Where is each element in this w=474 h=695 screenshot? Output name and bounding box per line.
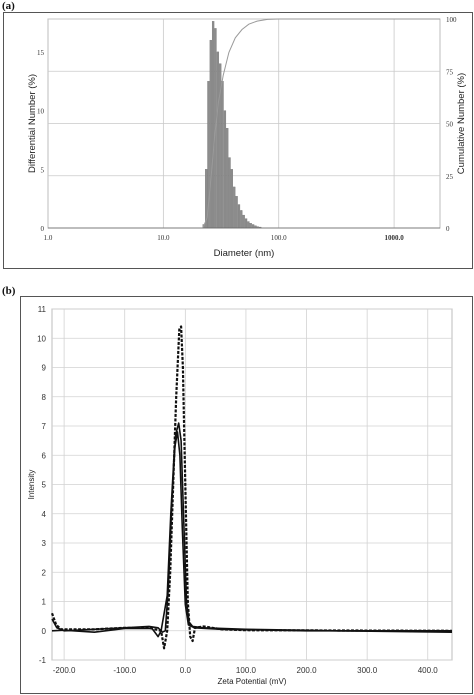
x-tick-label: -200.0 <box>53 666 76 675</box>
y-axis-title-a: Differential Number (%) <box>27 74 38 173</box>
x-tick-label: 0.0 <box>180 666 192 675</box>
x-axis-title-b: Zeta Potential (mV) <box>218 677 287 686</box>
y2-tick-label: 75 <box>446 68 454 76</box>
x-tick-label: 100.0 <box>271 234 287 242</box>
x-tick-label: 200.0 <box>297 666 318 675</box>
panel-b-label: (b) <box>2 285 16 297</box>
y2-tick-label: 50 <box>446 121 454 129</box>
x-tick-label: 100.0 <box>236 666 257 675</box>
y-tick-label: 10 <box>37 334 46 343</box>
x-axis-title-a: Diameter (nm) <box>214 248 275 259</box>
cumulative-line <box>202 18 440 229</box>
panel-a-label: (a) <box>2 0 15 12</box>
y-tick-label: 6 <box>42 451 47 460</box>
zeta-series-line-3 <box>51 431 452 638</box>
y-tick-label: 11 <box>38 305 47 314</box>
y2-tick-label: 25 <box>446 173 454 181</box>
x-tick-label: 1000.0 <box>384 234 404 242</box>
y-tick-label: 8 <box>42 393 47 402</box>
x-tick-label: 400.0 <box>418 666 439 675</box>
y-tick-label: 0 <box>42 627 47 636</box>
x-tick-label: 300.0 <box>357 666 378 675</box>
y-tick-label: 7 <box>42 422 47 431</box>
y-tick-label: 3 <box>42 539 47 548</box>
x-tick-label: -100.0 <box>113 666 136 675</box>
y-axis-title-b: Intensity <box>27 470 36 500</box>
y-tick-label: 5 <box>41 166 45 174</box>
y-tick-label: 9 <box>42 364 47 373</box>
y-tick-label: 10 <box>37 108 45 116</box>
x-tick-label: 1.0 <box>44 234 53 242</box>
y2-tick-label: 100 <box>446 16 457 24</box>
y-tick-label: 5 <box>42 481 47 490</box>
y-tick-label: 0 <box>41 225 45 233</box>
y-tick-label: 15 <box>37 49 45 57</box>
x-tick-label: 10.0 <box>157 234 170 242</box>
y-tick-label: -1 <box>39 656 47 665</box>
y2-axis-title-a: Cumulative Number (%) <box>456 73 467 174</box>
y-tick-label: 1 <box>42 598 47 607</box>
y-tick-label: 4 <box>42 510 47 519</box>
y2-tick-label: 0 <box>446 225 450 233</box>
y-tick-label: 2 <box>42 568 47 577</box>
